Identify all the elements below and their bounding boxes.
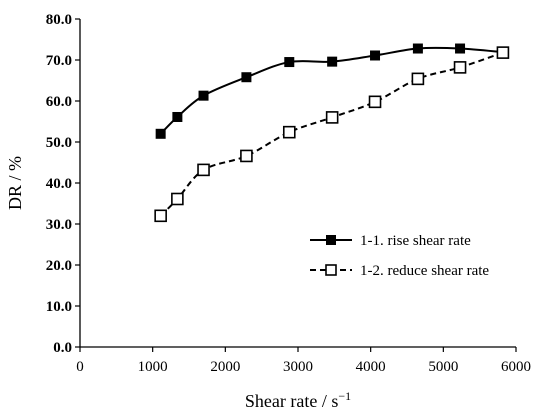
data-point-series-2 <box>496 46 510 59</box>
data-point-series-2 <box>197 163 210 177</box>
legend-item-reduce: 1-2. reduce shear rate <box>310 263 489 279</box>
data-point-series-2 <box>171 192 184 206</box>
data-point-series-1 <box>198 90 209 101</box>
x-tick-label: 5000 <box>428 359 458 375</box>
data-point-series-1 <box>284 57 295 68</box>
y-tick-label: 80.0 <box>46 12 72 28</box>
plot-area: 0.0 10.0 20.0 30.0 40.0 50.0 60.0 70.0 80.0 0 100… <box>46 12 531 375</box>
y-ticks: 0.0 10.0 20.0 30.0 40.0 50.0 60.0 70.0 80.0 <box>46 12 80 356</box>
y-tick-label: 70.0 <box>46 53 72 69</box>
legend-item-rise: 1-1. rise shear rate <box>310 233 471 249</box>
x-tick-label: 0 <box>76 359 84 375</box>
x-tick-label: 2000 <box>210 359 240 375</box>
x-axis-title-superscript: −1 <box>338 389 351 403</box>
data-point-series-2 <box>453 61 467 74</box>
data-point-series-2 <box>154 209 167 223</box>
y-axis-title: DR / % <box>5 156 25 210</box>
data-point-series-2 <box>282 125 296 139</box>
y-tick-label: 30.0 <box>46 217 72 233</box>
y-tick-label: 40.0 <box>46 176 72 192</box>
legend-label-rise: 1-1. rise shear rate <box>360 233 471 249</box>
series-layer <box>154 43 510 223</box>
data-point-series-2 <box>368 95 382 109</box>
y-tick-label: 10.0 <box>46 299 72 315</box>
data-point-series-2 <box>325 111 339 124</box>
y-tick-label: 60.0 <box>46 94 72 110</box>
data-point-series-1 <box>172 111 183 122</box>
legend-marker-rise <box>326 235 336 245</box>
x-tick-label: 4000 <box>356 359 386 375</box>
series-line-1 <box>159 46 504 135</box>
x-axis-title: Shear rate / s−1 <box>245 389 351 411</box>
data-point-series-2 <box>240 149 253 163</box>
data-point-series-1 <box>327 56 338 67</box>
data-point-series-1 <box>412 43 423 54</box>
data-point-series-1 <box>155 128 166 139</box>
data-point-series-2 <box>411 72 425 86</box>
data-point-series-1 <box>370 50 381 61</box>
series-line-2 <box>159 51 504 217</box>
x-tick-label: 6000 <box>501 359 531 375</box>
y-tick-label: 50.0 <box>46 135 72 151</box>
x-tick-label: 1000 <box>138 359 168 375</box>
legend-marker-reduce <box>325 264 337 276</box>
x-ticks: 0 1000 2000 3000 4000 5000 6000 <box>76 347 531 375</box>
y-tick-label: 20.0 <box>46 258 72 274</box>
data-point-series-1 <box>455 43 466 54</box>
data-point-series-1 <box>241 72 252 83</box>
legend: 1-1. rise shear rate 1-2. reduce shear r… <box>310 233 489 279</box>
x-axis-title-main: Shear rate / s <box>245 391 338 411</box>
legend-label-reduce: 1-2. reduce shear rate <box>360 263 489 279</box>
x-tick-label: 3000 <box>283 359 313 375</box>
y-tick-label: 0.0 <box>53 340 72 356</box>
